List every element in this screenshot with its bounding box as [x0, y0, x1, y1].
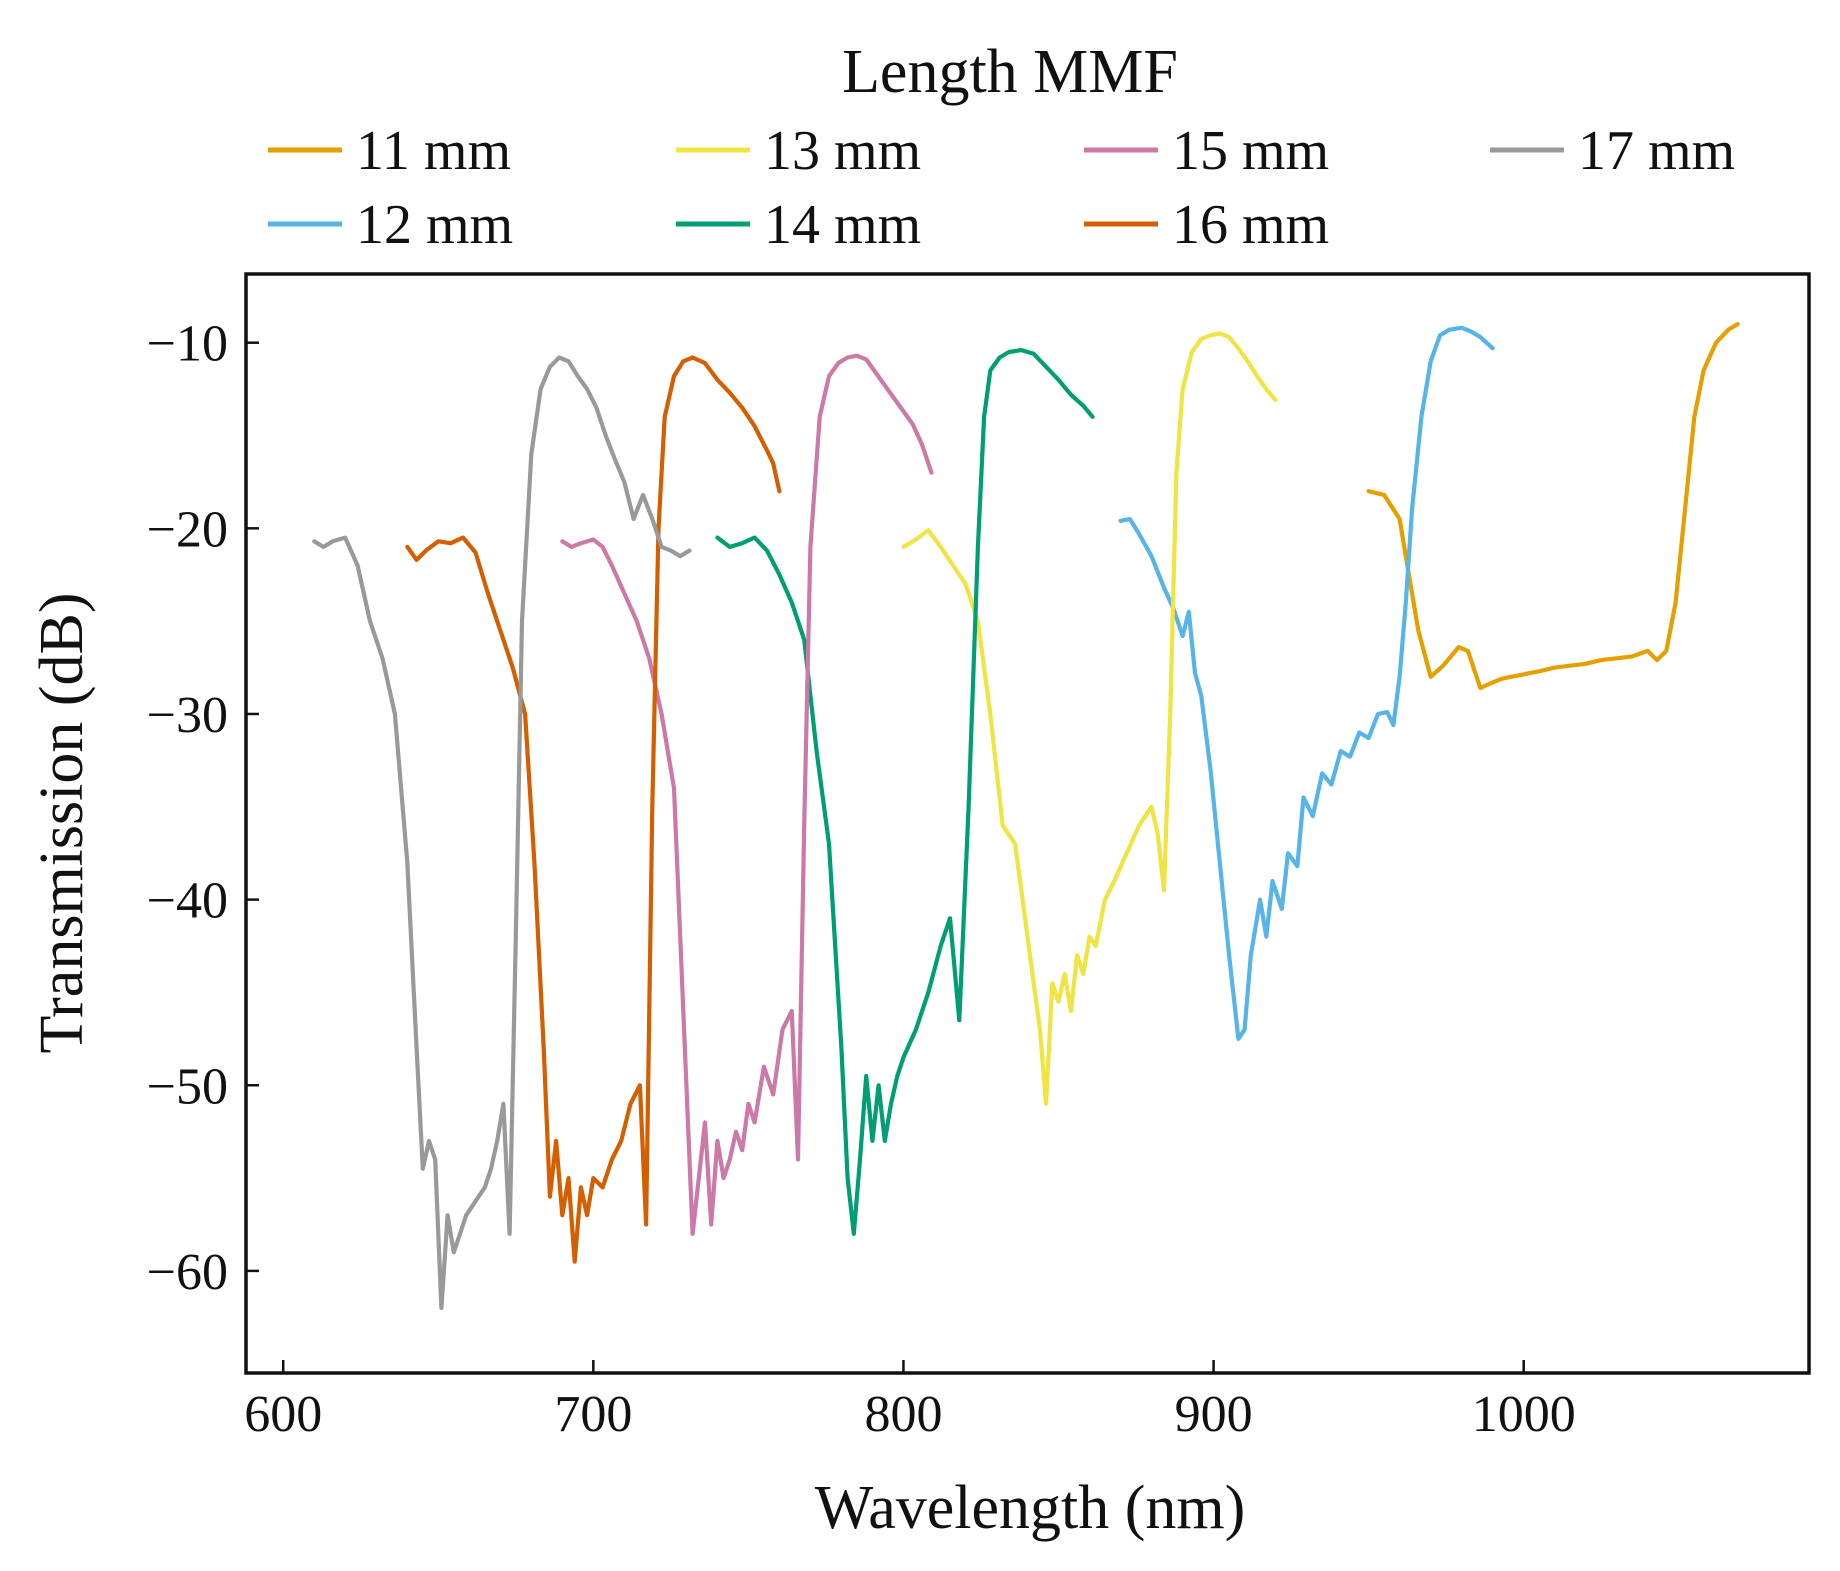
x-axis-label: Wavelength (nm) — [815, 1474, 1246, 1542]
legend-item-17-mm: 17 mm — [1490, 120, 1735, 182]
axis-ticks: 600 700 800 900 1000 −10 −20 −30 −40 −50 −60 — [147, 316, 1576, 1443]
legend-title: Length MMF — [842, 38, 1178, 106]
y-tick-label: −50 — [147, 1058, 228, 1115]
legend-label: 17 mm — [1578, 120, 1735, 182]
series-line-17-mm — [312, 355, 692, 1311]
series-layer — [312, 322, 1740, 1311]
legend-label: 14 mm — [764, 194, 921, 256]
x-tick-label: 1000 — [1472, 1386, 1576, 1443]
y-axis-label: Transmission (dB) — [28, 592, 96, 1053]
x-tick-label: 600 — [244, 1386, 322, 1443]
y-tick-label: −20 — [147, 501, 228, 558]
legend: 11 mm 12 mm 13 mm 14 mm 15 mm 16 mm 17 mm — [268, 120, 1735, 256]
series-line-11-mm — [1366, 322, 1740, 691]
legend-item-13-mm: 13 mm — [676, 120, 921, 182]
legend-item-12-mm: 12 mm — [268, 194, 513, 256]
x-tick-label: 900 — [1175, 1386, 1253, 1443]
legend-label: 11 mm — [356, 120, 511, 182]
legend-label: 13 mm — [764, 120, 921, 182]
y-tick-label: −40 — [147, 873, 228, 930]
legend-label: 12 mm — [356, 194, 513, 256]
legend-label: 15 mm — [1172, 120, 1329, 182]
series-line-15-mm — [560, 353, 934, 1236]
legend-label: 16 mm — [1172, 194, 1329, 256]
y-tick-label: −60 — [147, 1244, 228, 1301]
series-line-13-mm — [901, 331, 1278, 1106]
y-tick-label: −10 — [147, 316, 228, 373]
x-tick-label: 700 — [554, 1386, 632, 1443]
legend-item-11-mm: 11 mm — [268, 120, 511, 182]
series-line-14-mm — [715, 348, 1095, 1236]
plot-frame — [244, 272, 1811, 1375]
series-line-16-mm — [405, 355, 782, 1264]
legend-item-15-mm: 15 mm — [1084, 120, 1329, 182]
x-tick-label: 800 — [864, 1386, 942, 1443]
y-tick-label: −30 — [147, 687, 228, 744]
legend-item-16-mm: 16 mm — [1084, 194, 1329, 256]
legend-item-14-mm: 14 mm — [676, 194, 921, 256]
series-line-12-mm — [1118, 325, 1495, 1041]
